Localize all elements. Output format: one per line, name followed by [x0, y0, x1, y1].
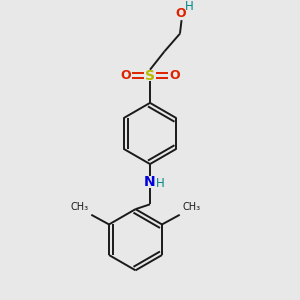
Text: H: H	[156, 177, 165, 190]
Text: O: O	[169, 69, 180, 82]
Text: CH₃: CH₃	[70, 202, 89, 212]
Text: H: H	[185, 0, 194, 13]
Text: O: O	[120, 69, 130, 82]
Text: N: N	[144, 175, 156, 189]
Text: CH₃: CH₃	[182, 202, 200, 212]
Text: O: O	[175, 7, 186, 20]
Text: S: S	[145, 68, 155, 83]
